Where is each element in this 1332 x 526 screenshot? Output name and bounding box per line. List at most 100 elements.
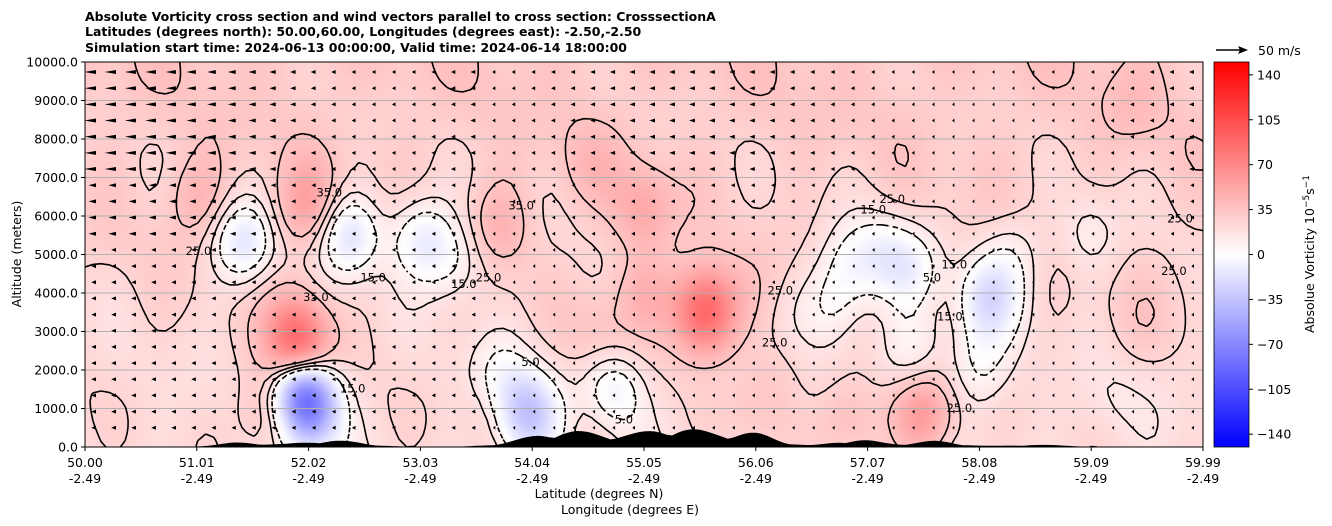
wind-vector — [1091, 183, 1095, 188]
wind-vector — [189, 215, 196, 220]
wind-vector — [992, 409, 995, 414]
wind-vector — [952, 134, 955, 139]
wind-vector — [371, 264, 376, 269]
wind-vector — [709, 102, 715, 107]
wind-vector — [1051, 70, 1055, 74]
wind-vector — [769, 150, 775, 155]
wind-vector — [211, 425, 216, 430]
x-tick-label-lon: -2.49 — [628, 471, 660, 486]
wind-vector — [992, 134, 995, 139]
x-tick-label-lon: -2.49 — [851, 471, 883, 486]
wind-vector — [1169, 86, 1174, 91]
wind-vector — [592, 377, 596, 382]
wind-vector — [912, 425, 915, 430]
wind-vector — [571, 215, 576, 220]
wind-vector — [812, 425, 815, 430]
wind-vector — [1012, 344, 1015, 349]
wind-vector — [932, 134, 935, 139]
wind-vector — [1171, 280, 1174, 285]
wind-vector — [892, 409, 895, 414]
wind-vector — [850, 150, 855, 155]
wind-vector — [331, 86, 336, 91]
wind-vector — [351, 231, 356, 236]
wind-vector — [492, 393, 496, 398]
wind-vector — [411, 70, 416, 74]
wind-vector — [91, 280, 96, 285]
y-tick-label: 0.0 — [58, 440, 78, 455]
wind-vector — [371, 215, 376, 220]
wind-vector — [892, 377, 895, 382]
wind-vector — [1012, 150, 1015, 155]
wind-vector — [1071, 231, 1075, 236]
colorbar-label: Absolue Vorticity 10−5s−1 — [1302, 175, 1317, 333]
x-axis-label-latitude: Latitude (degrees N) — [535, 486, 664, 501]
wind-vector — [791, 215, 795, 220]
wind-vector — [431, 215, 436, 220]
colorbar-tick-label: −35 — [1257, 292, 1283, 307]
wind-vector — [1091, 247, 1095, 252]
wind-vector — [709, 70, 715, 74]
wind-vector — [1171, 361, 1174, 366]
wind-vector — [512, 393, 516, 398]
wind-vector — [351, 361, 356, 366]
wind-vector — [771, 215, 775, 220]
wind-vector — [1091, 215, 1095, 220]
wind-vector — [692, 328, 695, 333]
wind-vector — [649, 102, 655, 107]
wind-vector — [911, 118, 915, 123]
wind-vector — [649, 86, 655, 91]
wind-vector — [1071, 425, 1075, 430]
wind-vector — [1111, 215, 1115, 220]
wind-vector — [1071, 102, 1075, 107]
wind-vector — [351, 312, 356, 317]
wind-vector — [932, 312, 935, 317]
wind-vector — [732, 344, 735, 349]
wind-vector — [852, 344, 855, 349]
wind-vector — [1110, 70, 1115, 74]
wind-vector — [912, 183, 915, 188]
wind-vector — [1032, 231, 1035, 236]
wind-vector — [709, 134, 715, 139]
wind-vector — [712, 425, 715, 430]
wind-vector — [1191, 328, 1194, 333]
wind-vector — [227, 70, 236, 74]
wind-vector — [1091, 86, 1095, 91]
wind-vector — [572, 344, 576, 349]
wind-vector — [751, 215, 755, 220]
wind-vector — [451, 70, 456, 74]
wind-vector — [891, 134, 895, 139]
wind-vector — [1131, 344, 1135, 349]
contour-label: 35.0 — [316, 186, 342, 200]
wind-vector — [271, 409, 276, 414]
wind-vector — [191, 247, 196, 252]
wind-vector — [248, 134, 256, 139]
wind-vector — [471, 296, 476, 301]
wind-vector — [912, 231, 915, 236]
wind-vector — [186, 167, 196, 171]
wind-vector — [1012, 86, 1015, 91]
wind-vector — [1151, 377, 1155, 382]
wind-vector — [672, 247, 675, 252]
wind-vector — [789, 70, 795, 74]
wind-vector — [712, 344, 715, 349]
wind-vector — [751, 199, 755, 204]
x-tick-label-lon: -2.49 — [516, 471, 548, 486]
wind-vector — [492, 134, 496, 139]
wind-vector — [709, 150, 715, 155]
wind-vector — [972, 280, 975, 285]
wind-vector — [91, 361, 96, 366]
wind-vector — [411, 328, 416, 333]
wind-vector — [769, 102, 775, 107]
wind-vector — [1131, 247, 1135, 252]
y-tick-label: 8000.0 — [34, 132, 78, 147]
wind-vector — [652, 247, 655, 252]
wind-vector — [552, 280, 556, 285]
wind-vector — [570, 150, 576, 155]
wind-vector — [789, 102, 795, 107]
colorbar-label-exp1: −5 — [1302, 195, 1312, 208]
wind-vector — [792, 344, 795, 349]
wind-vector — [872, 425, 875, 430]
wind-vector — [1012, 134, 1015, 139]
wind-vector — [852, 312, 855, 317]
wind-vector — [789, 167, 795, 171]
